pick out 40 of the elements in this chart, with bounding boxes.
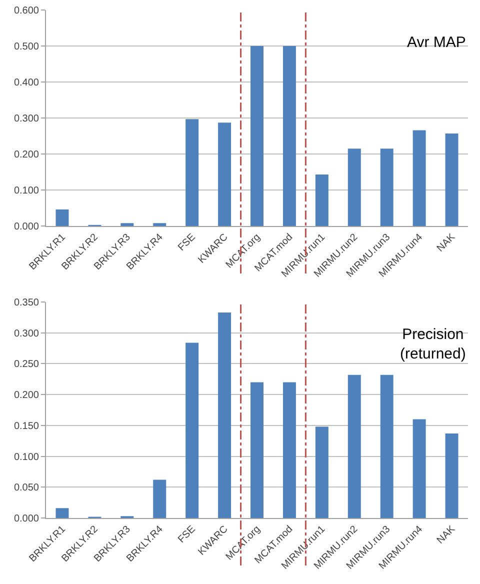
y-tick-label: 0.200 <box>14 150 40 160</box>
bar <box>380 148 394 226</box>
bar <box>250 46 264 226</box>
bar <box>218 122 232 226</box>
bar <box>153 223 166 226</box>
bar <box>315 174 328 226</box>
y-tick-label: 0.100 <box>14 186 40 196</box>
bar <box>186 342 199 518</box>
y-tick-label: 0.000 <box>14 514 40 524</box>
bar <box>56 508 69 518</box>
y-tick-label: 0.250 <box>14 359 40 370</box>
bar <box>218 312 232 518</box>
bar <box>380 374 394 518</box>
y-tick-label: 0.500 <box>14 42 40 52</box>
text: Precision (returned) <box>400 326 466 362</box>
y-tick-label: 0.200 <box>14 390 40 402</box>
bar <box>282 46 296 226</box>
bar <box>445 133 458 226</box>
y-tick-label: 0.150 <box>14 420 40 432</box>
bar <box>186 119 199 226</box>
bar <box>315 426 328 518</box>
bar <box>120 223 134 226</box>
bar <box>250 382 264 518</box>
bar <box>348 148 361 226</box>
y-tick-label: 0.050 <box>14 482 40 494</box>
bar <box>153 480 166 518</box>
y-tick-label: 0.600 <box>14 6 40 16</box>
y-tick-label: 0.300 <box>14 328 40 340</box>
y-tick-label: 0.100 <box>14 452 40 463</box>
y-tick-label: 0.000 <box>14 222 40 232</box>
bar <box>282 382 296 518</box>
bar <box>445 433 458 518</box>
y-tick-label: 0.400 <box>14 78 40 88</box>
bar <box>412 130 426 226</box>
text: Avr MAP <box>407 34 466 51</box>
bar <box>412 419 426 518</box>
y-tick-label: 0.350 <box>14 298 40 308</box>
bar <box>348 374 361 518</box>
bar <box>56 209 69 226</box>
y-tick-label: 0.300 <box>14 114 40 124</box>
